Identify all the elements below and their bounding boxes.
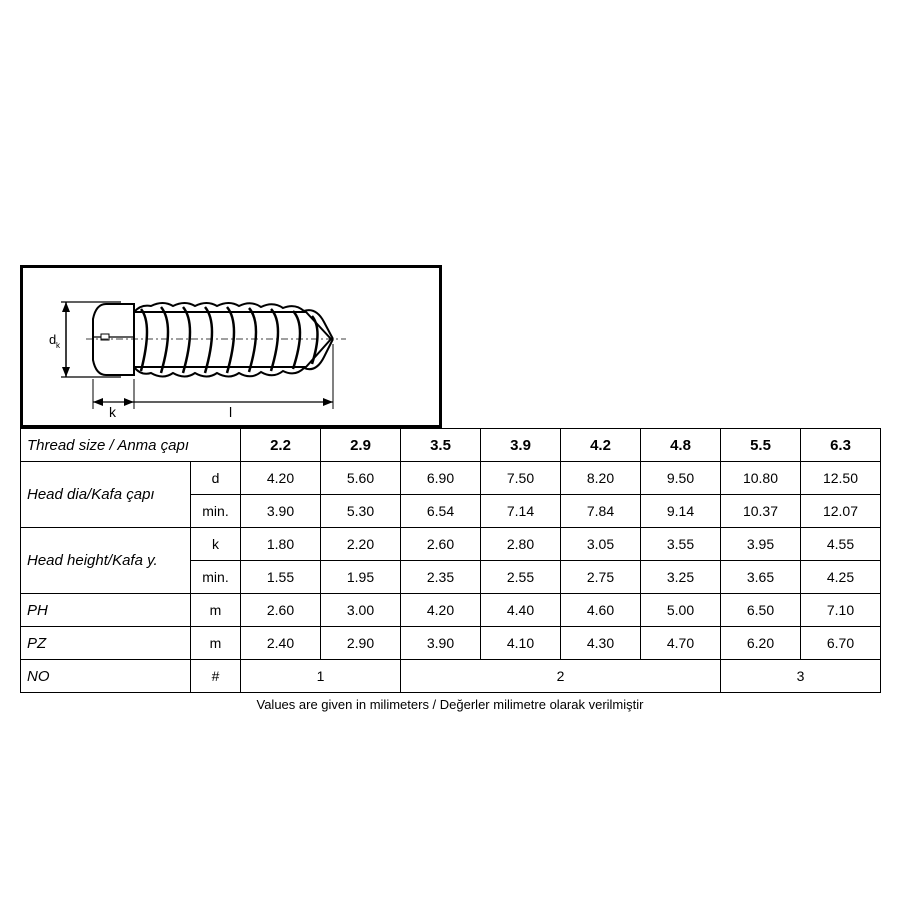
cell: 6.70 [801,627,881,660]
spec-table: Thread size / Anma çapı 2.2 2.9 3.5 3.9 … [20,428,881,693]
sym: k [191,528,241,561]
cell: 2.60 [401,528,481,561]
cell: 8.20 [561,462,641,495]
sym: min. [191,561,241,594]
cell: 7.84 [561,495,641,528]
cell: 1.80 [241,528,321,561]
cell: 2.20 [321,528,401,561]
cell: 6.20 [721,627,801,660]
cell: 2.75 [561,561,641,594]
head-height-label: Head height/Kafa y. [21,528,191,594]
head-dia-label: Head dia/Kafa çapı [21,462,191,528]
cell: 4.40 [481,594,561,627]
table-row: PZ m 2.40 2.90 3.90 4.10 4.30 4.70 6.20 … [21,627,881,660]
pz-label: PZ [21,627,191,660]
size-3: 3.9 [481,429,561,462]
cell: 3.90 [241,495,321,528]
cell: 3.05 [561,528,641,561]
no-group-1: 2 [401,660,721,693]
sym: m [191,627,241,660]
cell: 5.30 [321,495,401,528]
cell: 9.14 [641,495,721,528]
dim-l-label: l [229,404,232,419]
footer-note: Values are given in milimeters / Değerle… [20,697,880,712]
cell: 10.37 [721,495,801,528]
thread-size-label: Thread size / Anma çapı [21,429,241,462]
cell: 2.40 [241,627,321,660]
size-6: 5.5 [721,429,801,462]
size-1: 2.9 [321,429,401,462]
cell: 6.50 [721,594,801,627]
size-7: 6.3 [801,429,881,462]
cell: 2.90 [321,627,401,660]
cell: 3.55 [641,528,721,561]
cell: 4.55 [801,528,881,561]
sym: # [191,660,241,693]
cell: 1.95 [321,561,401,594]
cell: 3.25 [641,561,721,594]
table-row: Head height/Kafa y. k 1.80 2.20 2.60 2.8… [21,528,881,561]
no-row: NO # 1 2 3 [21,660,881,693]
cell: 1.55 [241,561,321,594]
cell: 7.10 [801,594,881,627]
size-0: 2.2 [241,429,321,462]
cell: 4.10 [481,627,561,660]
cell: 4.70 [641,627,721,660]
cell: 4.30 [561,627,641,660]
cell: 2.55 [481,561,561,594]
cell: 5.60 [321,462,401,495]
sym: min. [191,495,241,528]
cell: 9.50 [641,462,721,495]
header-row: Thread size / Anma çapı 2.2 2.9 3.5 3.9 … [21,429,881,462]
cell: 3.65 [721,561,801,594]
size-4: 4.2 [561,429,641,462]
table-row: PH m 2.60 3.00 4.20 4.40 4.60 5.00 6.50 … [21,594,881,627]
cell: 4.60 [561,594,641,627]
sym: m [191,594,241,627]
size-5: 4.8 [641,429,721,462]
table-row: Head dia/Kafa çapı d 4.20 5.60 6.90 7.50… [21,462,881,495]
no-label: NO [21,660,191,693]
cell: 7.50 [481,462,561,495]
cell: 5.00 [641,594,721,627]
cell: 4.25 [801,561,881,594]
dim-k-label: k [109,404,117,419]
cell: 12.50 [801,462,881,495]
cell: 4.20 [241,462,321,495]
no-group-2: 3 [721,660,881,693]
cell: 2.80 [481,528,561,561]
cell: 6.90 [401,462,481,495]
cell: 10.80 [721,462,801,495]
size-2: 3.5 [401,429,481,462]
screw-diagram: d k [20,265,442,428]
cell: 6.54 [401,495,481,528]
svg-text:k: k [56,341,61,350]
cell: 3.90 [401,627,481,660]
no-group-0: 1 [241,660,401,693]
ph-label: PH [21,594,191,627]
cell: 7.14 [481,495,561,528]
cell: 2.35 [401,561,481,594]
cell: 12.07 [801,495,881,528]
sym: d [191,462,241,495]
cell: 2.60 [241,594,321,627]
cell: 4.20 [401,594,481,627]
cell: 3.95 [721,528,801,561]
cell: 3.00 [321,594,401,627]
